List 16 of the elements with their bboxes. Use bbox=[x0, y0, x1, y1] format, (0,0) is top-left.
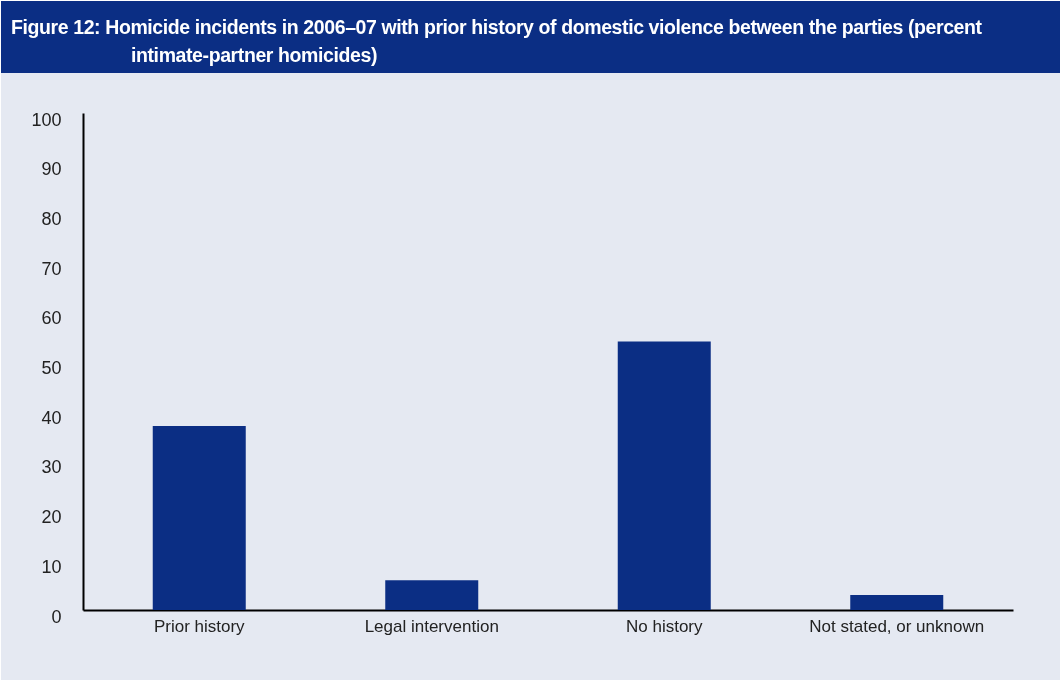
y-tick-label: 80 bbox=[41, 208, 62, 229]
y-tick-label: 100 bbox=[31, 109, 62, 130]
y-tick-label: 0 bbox=[51, 606, 62, 627]
x-tick-label: Prior history bbox=[153, 616, 246, 636]
x-tick-label: No history bbox=[625, 616, 704, 636]
y-tick-label: 10 bbox=[41, 556, 62, 577]
y-tick-label: 70 bbox=[41, 258, 62, 279]
y-tick-label: 60 bbox=[41, 308, 62, 329]
x-tick-label: Not stated, or unknown bbox=[809, 616, 985, 636]
y-tick-label: 40 bbox=[41, 407, 62, 428]
y-tick-label: 90 bbox=[41, 159, 62, 180]
chart-title: Figure 12: Homicide incidents in 2006–07 with prior history of domestic violence between the parties (percent intimate-partner homicides) bbox=[1, 1, 1060, 73]
y-tick-label: 30 bbox=[41, 457, 62, 478]
x-tick-label: Legal intervention bbox=[364, 616, 499, 636]
y-tick-label: 20 bbox=[41, 507, 62, 528]
y-tick-label: 50 bbox=[41, 358, 62, 378]
